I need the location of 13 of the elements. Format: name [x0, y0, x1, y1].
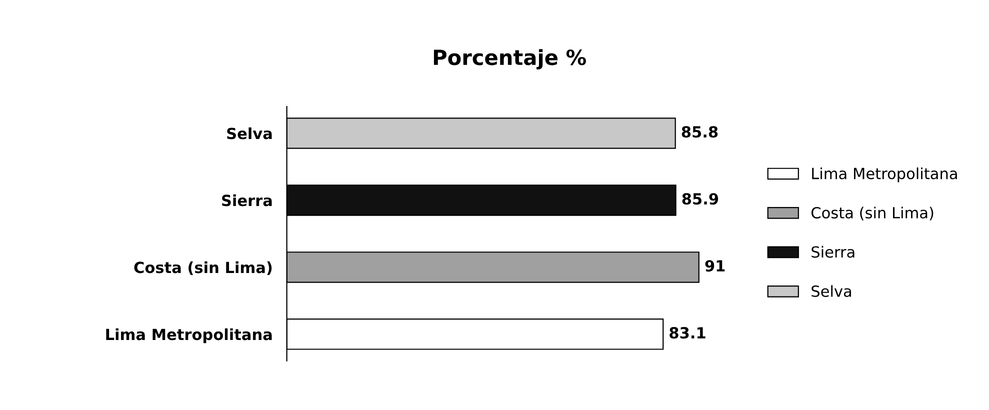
legend-label: Selva: [812, 285, 851, 297]
data-label: 91: [705, 260, 725, 272]
y-tick-label: Sierra: [222, 194, 272, 206]
legend-label: Sierra: [812, 246, 854, 258]
legend-label: Lima Metropolitana: [812, 167, 957, 182]
legend-label: Costa (sin Lima): [811, 206, 934, 220]
y-tick-label: Selva: [227, 127, 272, 140]
y-tick-label: Lima Metropolitana: [106, 328, 272, 344]
y-tick-label: Costa (sin Lima): [134, 261, 272, 276]
data-label: 85.8: [682, 126, 718, 138]
data-label: 85.9: [682, 193, 718, 205]
chart-title: Porcentaje %: [434, 49, 586, 70]
data-label: 83.1: [670, 327, 706, 339]
